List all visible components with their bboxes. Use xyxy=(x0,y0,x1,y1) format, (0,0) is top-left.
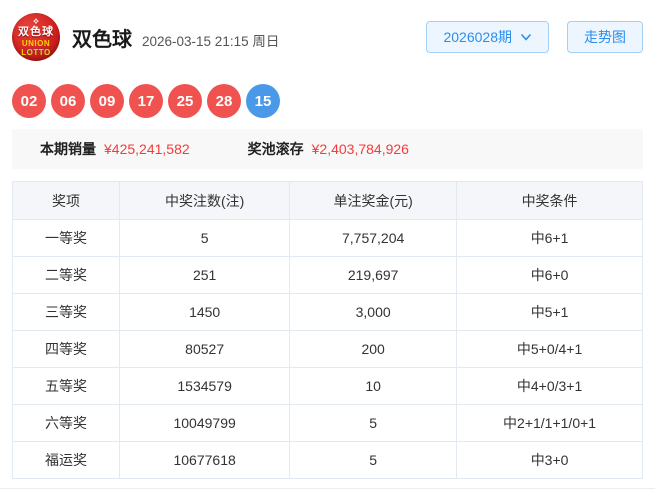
red-ball: 25 xyxy=(168,84,202,118)
prize-amount: 7,757,204 xyxy=(289,219,458,257)
red-ball: 06 xyxy=(51,84,85,118)
win-condition: 中5+1 xyxy=(456,293,643,331)
prize-table: 奖项 中奖注数(注) 单注奖金(元) 中奖条件 一等奖 5 7,757,204 … xyxy=(11,181,643,479)
col-header-winner-count: 中奖注数(注) xyxy=(119,181,291,220)
prize-level: 福运奖 xyxy=(11,441,121,479)
page-header: ❖ 双色球 UNION LOTTO 双色球 2026-03-15 21:15 周… xyxy=(12,12,643,62)
table-row: 二等奖 251 219,697 中6+0 xyxy=(11,256,643,294)
col-header-win-condition: 中奖条件 xyxy=(456,181,643,220)
win-condition: 中2+1/1+1/0+1 xyxy=(456,404,643,442)
stats-strip: 本期销量 ¥425,241,582 奖池滚存 ¥2,403,784,926 xyxy=(12,129,643,169)
issue-dropdown-label: 2026028期 xyxy=(443,29,512,45)
prize-amount: 3,000 xyxy=(289,293,458,331)
prize-level: 三等奖 xyxy=(11,293,121,331)
prize-amount: 219,697 xyxy=(289,256,458,294)
win-condition: 中4+0/3+1 xyxy=(456,367,643,405)
winner-count: 1534579 xyxy=(119,367,291,405)
col-header-prize-level: 奖项 xyxy=(11,181,121,220)
win-condition: 中6+0 xyxy=(456,256,643,294)
sales-stat: 本期销量 ¥425,241,582 xyxy=(40,139,190,159)
prize-amount: 5 xyxy=(289,404,458,442)
prize-level: 五等奖 xyxy=(11,367,121,405)
pool-value: ¥2,403,784,926 xyxy=(311,141,409,157)
page-title: 双色球 xyxy=(72,28,132,51)
table-row: 六等奖 10049799 5 中2+1/1+1/0+1 xyxy=(11,404,643,442)
pool-label: 奖池滚存 xyxy=(247,141,304,157)
win-condition: 中3+0 xyxy=(456,441,643,479)
winner-count: 80527 xyxy=(119,330,291,368)
winner-count: 10049799 xyxy=(119,404,291,442)
winner-count: 251 xyxy=(119,256,291,294)
win-condition: 中5+0/4+1 xyxy=(456,330,643,368)
prize-amount: 10 xyxy=(289,367,458,405)
col-header-prize-amount: 单注奖金(元) xyxy=(289,181,458,220)
table-row: 五等奖 1534579 10 中4+0/3+1 xyxy=(11,367,643,405)
trend-chart-button[interactable]: 走势图 xyxy=(567,21,643,53)
table-header-row: 奖项 中奖注数(注) 单注奖金(元) 中奖条件 xyxy=(11,181,643,220)
blue-ball: 15 xyxy=(246,84,280,118)
pool-stat: 奖池滚存 ¥2,403,784,926 xyxy=(248,139,409,159)
prize-amount: 200 xyxy=(289,330,458,368)
winning-numbers: 02 06 09 17 25 28 15 xyxy=(12,84,643,118)
sales-value: ¥425,241,582 xyxy=(104,141,190,157)
prize-level: 一等奖 xyxy=(11,219,121,257)
prize-level: 四等奖 xyxy=(11,330,121,368)
winner-count: 10677618 xyxy=(119,441,291,479)
red-ball: 09 xyxy=(90,84,124,118)
win-condition: 中6+1 xyxy=(456,219,643,257)
chevron-down-icon xyxy=(520,31,532,43)
prize-level: 二等奖 xyxy=(11,256,121,294)
sales-label: 本期销量 xyxy=(40,141,96,157)
winner-count: 1450 xyxy=(119,293,291,331)
union-lotto-logo: ❖ 双色球 UNION LOTTO xyxy=(12,13,60,61)
prize-amount: 5 xyxy=(289,441,458,479)
red-ball: 28 xyxy=(207,84,241,118)
logo-gem-icon: ❖ xyxy=(32,16,40,26)
logo-text-cn: 双色球 xyxy=(18,25,54,38)
prize-level: 六等奖 xyxy=(11,404,121,442)
table-row: 福运奖 10677618 5 中3+0 xyxy=(11,441,643,479)
table-row: 三等奖 1450 3,000 中5+1 xyxy=(11,293,643,331)
red-ball: 02 xyxy=(12,84,46,118)
trend-chart-label: 走势图 xyxy=(584,29,626,45)
issue-dropdown[interactable]: 2026028期 xyxy=(426,21,549,53)
red-ball: 17 xyxy=(129,84,163,118)
winner-count: 5 xyxy=(119,219,291,257)
draw-datetime: 2026-03-15 21:15 周日 xyxy=(142,33,280,49)
logo-text-lotto: LOTTO xyxy=(21,47,51,57)
table-row: 一等奖 5 7,757,204 中6+1 xyxy=(11,219,643,257)
logo-text-union: UNION xyxy=(21,38,51,48)
table-row: 四等奖 80527 200 中5+0/4+1 xyxy=(11,330,643,368)
